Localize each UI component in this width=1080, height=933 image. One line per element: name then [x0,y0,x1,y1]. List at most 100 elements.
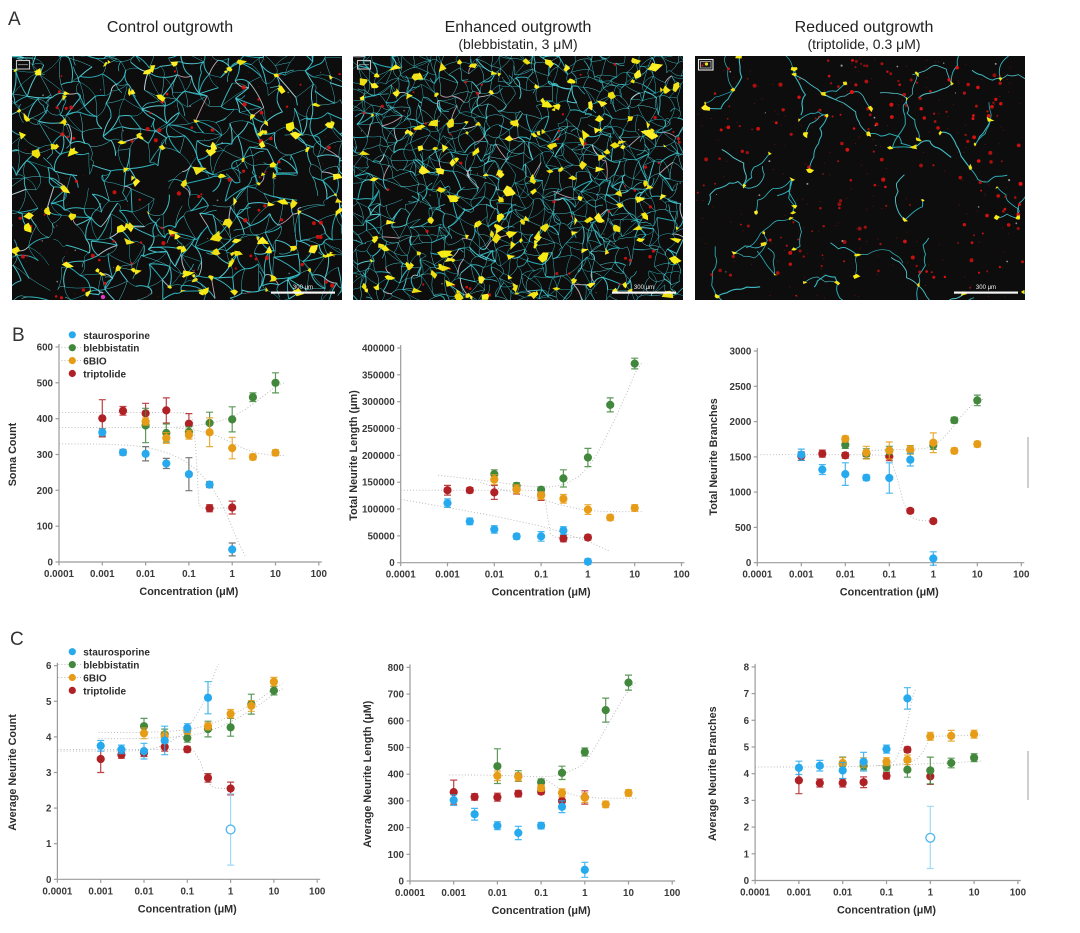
svg-text:3000: 3000 [730,347,752,358]
svg-text:0: 0 [399,877,405,888]
svg-text:10: 10 [972,570,983,581]
svg-text:0.01: 0.01 [488,888,508,899]
svg-text:0: 0 [48,558,54,569]
svg-text:1: 1 [46,839,52,850]
svg-text:10: 10 [629,570,640,581]
svg-text:6BIO: 6BIO [83,674,107,685]
svg-text:400: 400 [37,414,54,425]
svg-text:400000: 400000 [362,344,395,355]
svg-text:6: 6 [744,716,750,727]
svg-text:Concentration (μM): Concentration (μM) [840,587,939,599]
svg-text:5: 5 [46,697,52,708]
svg-text:0.01: 0.01 [136,569,156,580]
svg-text:50000: 50000 [367,531,395,542]
svg-text:blebbistatin: blebbistatin [83,344,139,355]
svg-text:0.1: 0.1 [882,570,896,581]
svg-text:600: 600 [388,716,405,727]
svg-text:Average Neurite Branches: Average Neurite Branches [707,706,719,841]
svg-text:5: 5 [744,743,750,754]
svg-text:100: 100 [664,888,681,899]
svg-text:0.01: 0.01 [134,886,154,897]
svg-text:400: 400 [388,770,405,781]
svg-text:200: 200 [37,486,54,497]
svg-text:100: 100 [309,886,326,897]
svg-text:0.01: 0.01 [836,570,856,581]
svg-text:0.01: 0.01 [485,570,505,581]
svg-text:350000: 350000 [362,370,395,381]
svg-text:6: 6 [46,661,52,672]
svg-text:0.0001: 0.0001 [386,570,417,581]
svg-text:0.001: 0.001 [88,886,113,897]
svg-text:1: 1 [229,569,235,580]
svg-text:staurosporine: staurosporine [83,331,150,342]
svg-text:200: 200 [388,823,405,834]
svg-text:1500: 1500 [730,452,752,463]
svg-text:10: 10 [623,888,634,899]
svg-text:0.001: 0.001 [90,569,115,580]
svg-text:100000: 100000 [362,505,395,516]
svg-text:10: 10 [969,888,980,899]
svg-text:300 μm: 300 μm [976,285,996,291]
svg-text:0.001: 0.001 [441,888,466,899]
svg-text:0.0001: 0.0001 [395,888,426,899]
svg-text:250000: 250000 [362,424,395,435]
svg-text:1: 1 [228,886,234,897]
svg-text:3: 3 [744,796,750,807]
svg-text:0: 0 [744,876,750,887]
svg-text:Total Neurite Branches: Total Neurite Branches [708,398,720,515]
svg-text:500: 500 [735,523,752,534]
svg-text:1: 1 [928,888,934,899]
svg-text:6BIO: 6BIO [83,357,107,368]
svg-text:700: 700 [388,690,405,701]
svg-text:0.001: 0.001 [787,888,812,899]
svg-text:0.1: 0.1 [180,886,194,897]
svg-text:100: 100 [388,850,405,861]
svg-text:0.0001: 0.0001 [44,569,75,580]
svg-text:300 μm: 300 μm [634,285,654,291]
svg-text:200000: 200000 [362,451,395,462]
svg-text:300000: 300000 [362,397,395,408]
svg-text:Concentration (μM): Concentration (μM) [492,905,591,917]
svg-text:300: 300 [37,450,54,461]
svg-text:0: 0 [746,558,752,569]
svg-text:2: 2 [46,804,52,815]
svg-text:0.0001: 0.0001 [742,570,773,581]
svg-text:100: 100 [673,570,690,581]
svg-text:Average Neurite Length (μM): Average Neurite Length (μM) [362,700,374,848]
svg-text:500: 500 [388,743,405,754]
svg-text:0.1: 0.1 [534,570,548,581]
svg-text:1: 1 [931,570,937,581]
svg-text:blebbistatin: blebbistatin [83,661,139,672]
svg-text:Concentration (μM): Concentration (μM) [837,905,936,917]
svg-text:triptolide: triptolide [83,370,126,381]
svg-text:Concentration (μM): Concentration (μM) [492,587,591,599]
svg-text:300 μm: 300 μm [293,285,313,291]
svg-text:0.1: 0.1 [880,888,894,899]
svg-text:1: 1 [582,888,588,899]
svg-text:Soma Count: Soma Count [7,422,19,486]
svg-text:150000: 150000 [362,478,395,489]
svg-text:100: 100 [311,569,328,580]
svg-text:Total Neurite Length (μm): Total Neurite Length (μm) [348,390,360,521]
svg-text:800: 800 [388,663,405,674]
svg-text:2: 2 [744,823,750,834]
svg-text:1: 1 [744,849,750,860]
svg-text:Average Neurite Count: Average Neurite Count [7,714,19,831]
svg-text:0.01: 0.01 [833,888,853,899]
svg-text:0.0001: 0.0001 [42,886,73,897]
svg-text:3: 3 [46,768,52,779]
svg-text:staurosporine: staurosporine [83,648,150,659]
svg-text:10: 10 [270,569,281,580]
svg-text:1000: 1000 [730,488,752,499]
svg-text:10: 10 [268,886,279,897]
svg-text:0.1: 0.1 [534,888,548,899]
svg-text:8: 8 [744,662,750,673]
svg-text:1: 1 [585,570,591,581]
svg-text:Concentration (μM): Concentration (μM) [138,903,237,915]
svg-text:2500: 2500 [730,382,752,393]
svg-text:100: 100 [37,522,54,533]
svg-text:triptolide: triptolide [83,686,126,697]
svg-text:0: 0 [389,558,395,569]
svg-text:0.001: 0.001 [435,570,460,581]
svg-text:7: 7 [744,689,750,700]
